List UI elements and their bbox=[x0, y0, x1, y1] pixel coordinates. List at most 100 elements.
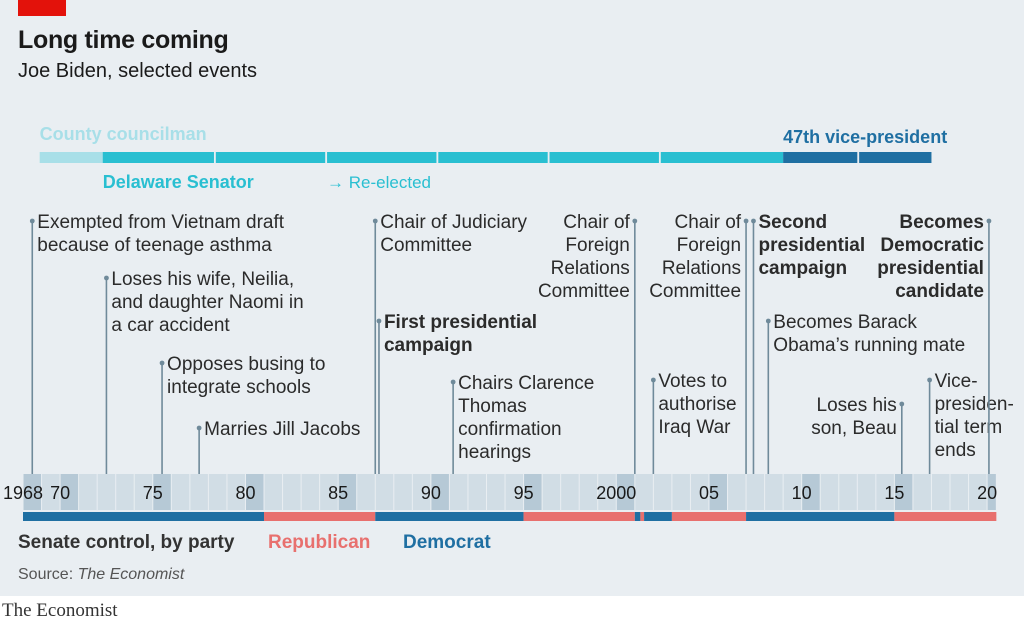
axis-year-cell bbox=[894, 474, 913, 510]
axis-year-cell bbox=[598, 474, 616, 510]
axis-year-cell bbox=[357, 474, 375, 510]
event-label: Vice- bbox=[935, 371, 978, 392]
axis-year-cell bbox=[931, 474, 950, 510]
senate-control-period bbox=[671, 512, 747, 521]
x-tick-label: 15 bbox=[884, 483, 904, 503]
axis-year-cell bbox=[412, 474, 431, 510]
x-tick-label: 1968 bbox=[3, 483, 43, 503]
x-tick-label: 75 bbox=[143, 483, 163, 503]
event-label: Becomes Barack bbox=[773, 312, 917, 333]
event-marker bbox=[104, 275, 109, 281]
senate-control-period bbox=[375, 512, 524, 521]
x-tick-label: 20 bbox=[977, 483, 997, 503]
event-label: Votes to bbox=[658, 371, 727, 392]
axis-year-cell bbox=[394, 474, 412, 510]
event-label: hearings bbox=[458, 442, 531, 463]
x-tick-label: 2000 bbox=[596, 483, 636, 503]
senate-control-period bbox=[644, 512, 672, 521]
event-label: Chair of bbox=[675, 212, 742, 233]
role-bar-segment bbox=[438, 152, 548, 163]
role-label-delaware-senator: Delaware Senator bbox=[103, 172, 254, 192]
axis-year-cell bbox=[60, 474, 79, 510]
event-marker bbox=[159, 360, 165, 366]
event-label: Becomes bbox=[899, 212, 984, 233]
event-label: Opposes busing to bbox=[167, 354, 325, 375]
role-bar-segment bbox=[327, 152, 437, 163]
event-label: candidate bbox=[895, 281, 984, 302]
senate-control-period bbox=[23, 512, 265, 521]
role-label-county-councilman: County councilman bbox=[40, 124, 207, 144]
event-label: son, Beau bbox=[811, 418, 897, 439]
axis-year-cell bbox=[227, 474, 245, 510]
event-label: integrate schools bbox=[167, 377, 311, 398]
event-label: Chairs Clarence bbox=[458, 373, 594, 394]
axis-year-cell bbox=[987, 474, 996, 510]
event-marker bbox=[751, 218, 756, 224]
x-tick-label: 90 bbox=[421, 483, 441, 503]
axis-year-cell bbox=[505, 474, 524, 510]
axis-year-cell bbox=[468, 474, 486, 510]
event-label: and daughter Naomi in bbox=[111, 292, 303, 313]
axis-year-cell bbox=[208, 474, 227, 510]
event-label: campaign bbox=[384, 335, 473, 356]
axis-year-cell bbox=[690, 474, 709, 510]
x-tick-label: 80 bbox=[235, 483, 255, 503]
event-label: Relations bbox=[662, 258, 741, 279]
event-label: Obama’s running mate bbox=[773, 335, 965, 356]
axis-year-cell bbox=[283, 474, 301, 510]
event-label: Chair of Judiciary bbox=[380, 212, 527, 233]
event-label: Committee bbox=[380, 235, 472, 256]
axis-year-cell bbox=[153, 474, 171, 510]
source-name: The Economist bbox=[78, 566, 185, 583]
axis-year-cell bbox=[542, 474, 561, 510]
event-label: Relations bbox=[551, 258, 630, 279]
event-label: a car accident bbox=[111, 315, 230, 336]
event-label: because of teenage asthma bbox=[37, 235, 272, 256]
event-label: campaign bbox=[758, 258, 847, 279]
axis-year-cell bbox=[431, 474, 449, 510]
event-label: Loses his wife, Neilia, bbox=[111, 269, 294, 290]
senate-control-period bbox=[746, 512, 895, 521]
axis-year-cell bbox=[134, 474, 153, 510]
axis-year-cell bbox=[487, 474, 505, 510]
role-bar-segment bbox=[549, 152, 659, 163]
axis-year-cell bbox=[79, 474, 97, 510]
axis-year-cell bbox=[857, 474, 876, 510]
axis-year-cell bbox=[116, 474, 134, 510]
event-marker bbox=[196, 425, 202, 431]
event-label: Second bbox=[758, 212, 827, 233]
event-marker bbox=[899, 401, 905, 407]
axis-year-cell bbox=[42, 474, 60, 510]
role-bar-segment bbox=[660, 152, 784, 163]
axis-year-cell bbox=[913, 474, 931, 510]
role-bar-segment bbox=[102, 152, 214, 163]
senate-control-period bbox=[264, 512, 376, 521]
legend-democrat: Democrat bbox=[403, 532, 491, 553]
axis-year-cell bbox=[969, 474, 987, 510]
axis-year-cell bbox=[171, 474, 190, 510]
axis-year-cell bbox=[579, 474, 598, 510]
x-tick-label: 95 bbox=[514, 483, 534, 503]
x-tick-label: 70 bbox=[50, 483, 70, 503]
role-bar-segment bbox=[783, 152, 858, 163]
event-label: Marries Jill Jacobs bbox=[204, 419, 360, 440]
event-marker bbox=[650, 377, 656, 383]
re-elected-note: → Re-elected bbox=[327, 173, 431, 192]
event-marker bbox=[765, 318, 771, 324]
axis-year-cell bbox=[375, 474, 394, 510]
event-label: Democratic bbox=[880, 235, 984, 256]
event-marker bbox=[29, 218, 35, 224]
axis-year-cell bbox=[264, 474, 283, 510]
axis-year-cell bbox=[524, 474, 542, 510]
axis-year-cell bbox=[820, 474, 839, 510]
legend-republican: Republican bbox=[268, 532, 370, 553]
event-label: First presidential bbox=[384, 312, 537, 333]
axis-year-cell bbox=[301, 474, 320, 510]
role-bar-segment bbox=[215, 152, 326, 163]
axis-year-cell bbox=[97, 474, 116, 510]
axis-year-cell bbox=[746, 474, 765, 510]
axis-year-cell bbox=[653, 474, 672, 510]
brand-red-tag bbox=[18, 0, 66, 16]
event-label: Exempted from Vietnam draft bbox=[37, 212, 284, 233]
axis-year-cell bbox=[783, 474, 802, 510]
